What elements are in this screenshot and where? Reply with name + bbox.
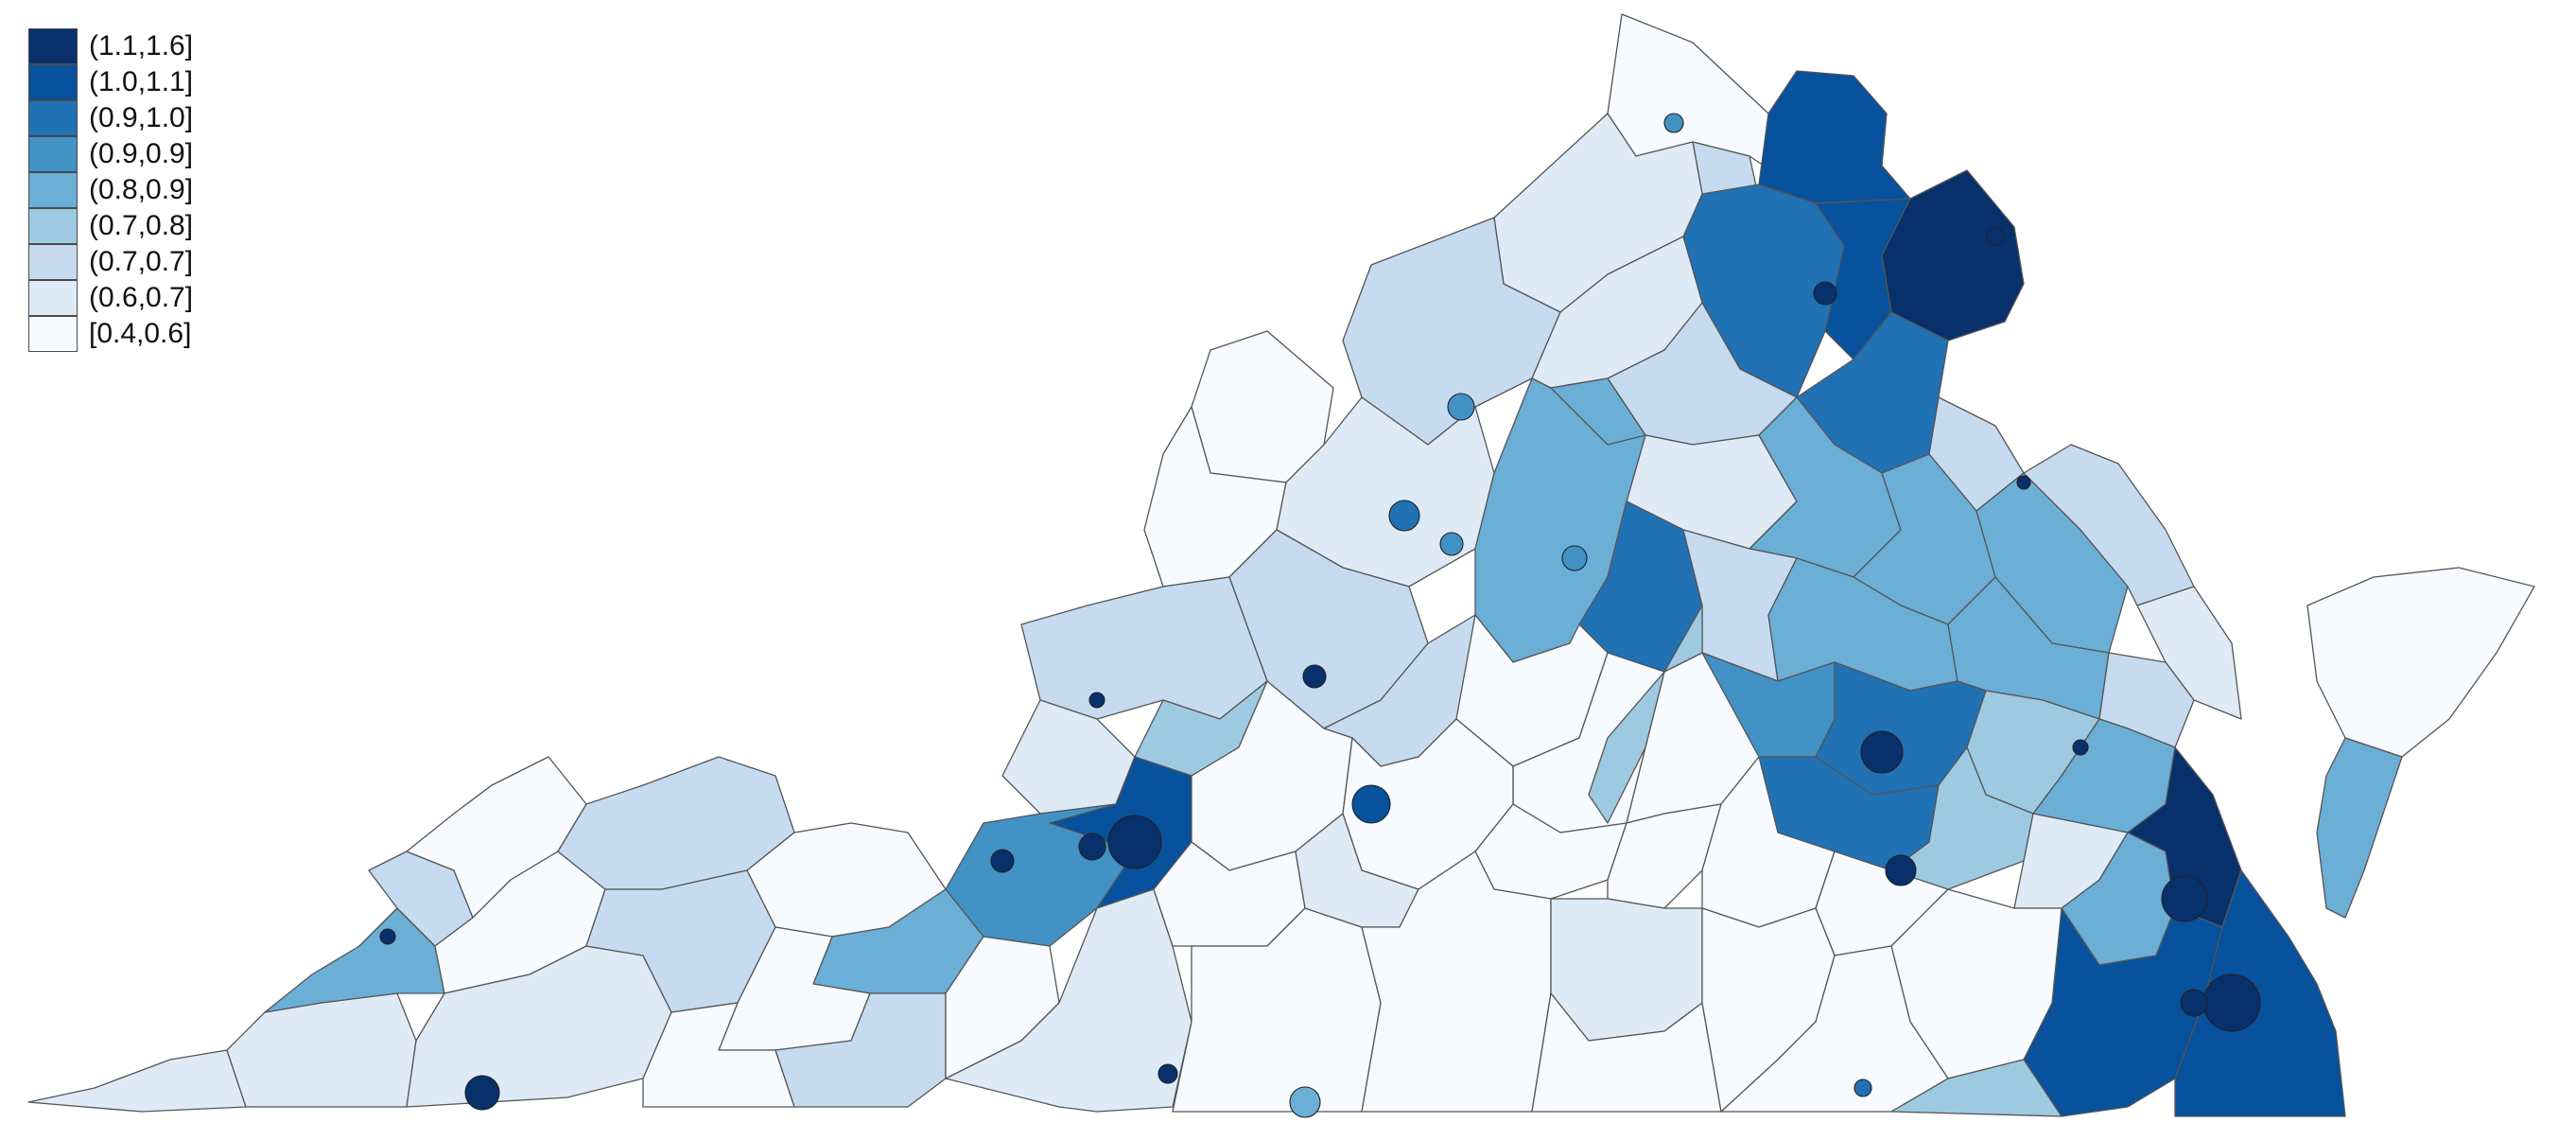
county-southwest-bottom [27, 1049, 247, 1113]
city-salem [1078, 833, 1106, 861]
city-fredericksburg [2016, 475, 2031, 490]
legend-swatch [28, 244, 78, 280]
legend-row: [0.4,0.6] [28, 316, 193, 352]
county-sussex [1890, 1059, 2063, 1117]
legend-label: (1.1,1.6] [89, 30, 194, 61]
city-covington [1088, 692, 1105, 709]
county-eastern-shore-north [2306, 567, 2535, 758]
city-charlottesville [1561, 545, 1588, 571]
legend-swatch [28, 208, 78, 244]
legend-row: (0.9,0.9] [28, 136, 193, 172]
legend-row: (1.1,1.6] [28, 28, 193, 64]
county-loudoun [1758, 70, 1911, 204]
city-emporia [1854, 1079, 1872, 1097]
legend-row: (0.8,0.9] [28, 172, 193, 208]
legend-swatch [28, 280, 78, 316]
legend-label: (0.7,0.7] [89, 246, 194, 277]
city-harrisonburg [1447, 393, 1475, 421]
legend-label: (1.0,1.1] [89, 66, 194, 97]
county-layer [27, 13, 2535, 1117]
county-craig-giles [1001, 699, 1136, 815]
county-king-george [1928, 396, 2025, 512]
city-norfolk [2202, 973, 2261, 1032]
legend-label: (0.9,1.0] [89, 102, 194, 133]
city-richmond [1860, 730, 1904, 774]
city-waynesboro [1439, 532, 1464, 556]
legend-label: (0.6,0.7] [89, 282, 194, 313]
city-martinsville [1157, 1063, 1178, 1084]
city-williamsburg [2072, 739, 2089, 756]
city-portsmouth [2180, 989, 2208, 1017]
legend-label: (0.7,0.8] [89, 210, 194, 241]
county-powhatan [1588, 605, 1703, 824]
legend-row: (0.7,0.8] [28, 208, 193, 244]
city-staunton [1388, 500, 1420, 532]
county-alleghany [1020, 576, 1268, 720]
county-chesapeake-vb [2174, 869, 2346, 1117]
county-grayson [642, 1002, 795, 1108]
county-prince-george [1890, 746, 2034, 890]
legend-swatch [28, 136, 78, 172]
legend-row: (0.7,0.7] [28, 244, 193, 280]
city-roanoke-city [1107, 815, 1162, 869]
county-eastern-shore-south [2316, 737, 2403, 919]
city-winchester [1663, 113, 1684, 133]
city-petersburg [1885, 854, 1917, 886]
city-danville [1289, 1086, 1321, 1118]
legend: (1.1,1.6] (1.0,1.1] (0.9,1.0] (0.9,0.9] (0.8… [28, 28, 193, 352]
city-lynchburg [1351, 784, 1391, 824]
city-layer [379, 113, 2261, 1118]
legend-label: (0.8,0.9] [89, 174, 194, 205]
city-norton [379, 928, 396, 945]
city-falls-church [1986, 227, 2005, 246]
legend-swatch [28, 64, 78, 100]
legend-row: (0.9,1.0] [28, 100, 193, 136]
city-lexington [1302, 664, 1327, 689]
county-greene [1550, 377, 1646, 446]
legend-label: [0.4,0.6] [89, 318, 192, 349]
legend-swatch [28, 172, 78, 208]
city-bristol [464, 1075, 500, 1111]
legend-row: (1.0,1.1] [28, 64, 193, 100]
city-radford [990, 849, 1015, 873]
county-rockingham [1342, 217, 1561, 446]
city-manassas [1813, 281, 1837, 306]
legend-swatch [28, 100, 78, 136]
county-greensville [1720, 945, 1949, 1113]
county-lee [226, 992, 417, 1108]
legend-swatch [28, 316, 78, 352]
legend-label: (0.9,0.9] [89, 138, 194, 169]
legend-row: (0.6,0.7] [28, 280, 193, 316]
legend-swatch [28, 28, 78, 64]
city-hampton [2161, 875, 2208, 922]
county-prince-edward [1607, 803, 1722, 909]
